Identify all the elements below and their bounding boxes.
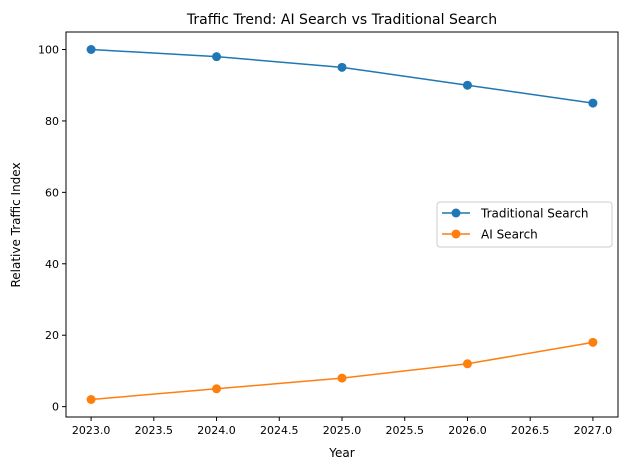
data-point-ai-search	[337, 373, 347, 383]
y-tick-label: 20	[45, 329, 59, 342]
x-tick-label: 2023.5	[135, 424, 174, 437]
x-axis-label: Year	[328, 446, 354, 460]
data-point-traditional-search	[86, 45, 96, 54]
x-tick-label: 2026.5	[511, 424, 550, 437]
legend-marker-ai-search	[451, 229, 461, 239]
y-tick-label: 60	[45, 186, 59, 199]
plot-area-frame	[65, 31, 619, 418]
y-tick-label: 100	[38, 44, 59, 57]
series-line-traditional-search	[91, 48, 594, 104]
chart-title: Traffic Trend: AI Search vs Traditional …	[186, 12, 497, 28]
series-line-ai-search	[91, 341, 594, 401]
y-tick-label: 80	[45, 115, 59, 128]
data-point-ai-search	[86, 395, 96, 404]
y-tick-label: 40	[45, 258, 59, 271]
y-tick-label: 0	[52, 401, 59, 414]
legend-label-traditional-search: Traditional Search	[480, 207, 589, 221]
x-tick-label: 2025.0	[323, 424, 362, 437]
x-tick-label: 2025.5	[385, 424, 424, 437]
data-point-traditional-search	[462, 80, 472, 90]
x-tick-label: 2027.0	[574, 424, 613, 437]
legend-box	[436, 201, 613, 248]
x-tick-label: 2026.0	[448, 424, 487, 437]
x-tick-label: 2024.5	[260, 424, 299, 437]
legend: Traditional Search AI Search	[436, 201, 613, 248]
x-tick-label: 2024.0	[197, 424, 236, 437]
legend-marker-traditional-search	[451, 208, 461, 218]
data-point-ai-search	[588, 337, 598, 347]
data-point-traditional-search	[337, 62, 347, 72]
x-tick-label: 2023.0	[72, 424, 111, 437]
data-point-ai-search	[462, 359, 472, 369]
data-point-ai-search	[212, 384, 222, 394]
data-point-traditional-search	[588, 98, 598, 108]
data-point-traditional-search	[212, 52, 222, 62]
legend-label-ai-search: AI Search	[481, 228, 538, 242]
y-axis-label: Relative Traffic Index	[9, 162, 23, 287]
